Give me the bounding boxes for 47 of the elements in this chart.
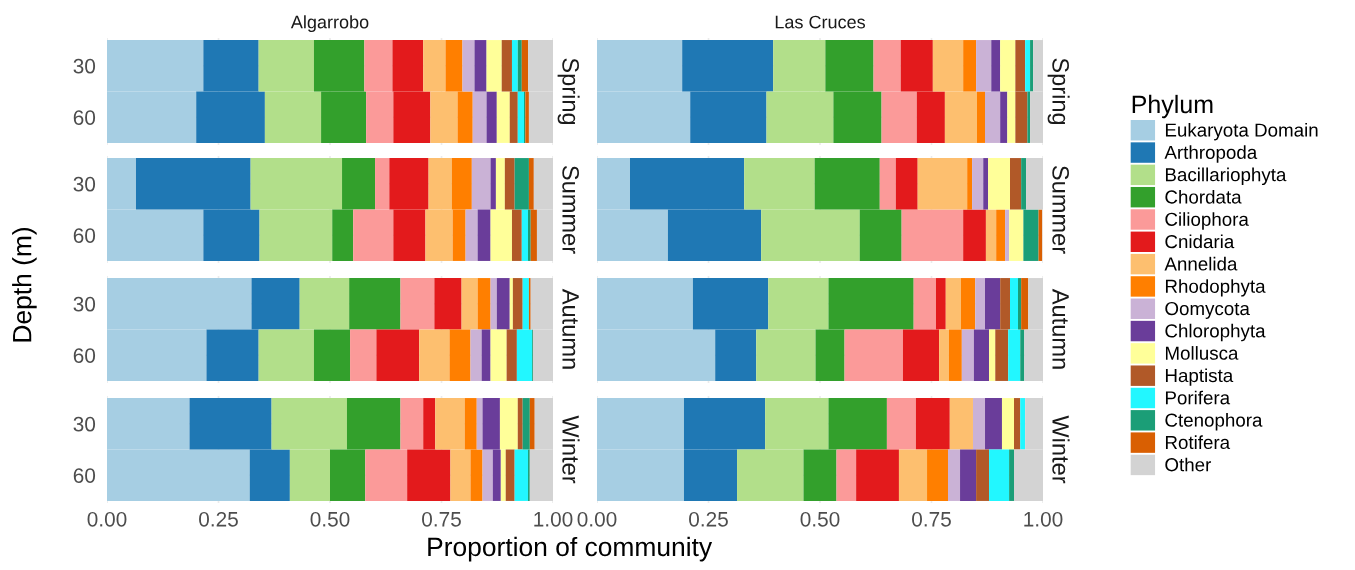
text: Summer <box>1052 165 1069 254</box>
x-tick-label: 0.00 <box>87 511 127 527</box>
legend-label: Chordata <box>1165 189 1242 204</box>
legend-label: Porifera <box>1165 390 1231 405</box>
text: Spring <box>1047 58 1070 125</box>
x-tick-label: 0.25 <box>199 511 238 527</box>
x-tick-label: 0.75 <box>422 511 461 527</box>
x-tick-label: 0.25 <box>689 511 728 527</box>
legend-label: Eukaryota Domain <box>1165 122 1318 141</box>
text: Winter <box>562 415 580 484</box>
text: Summer <box>562 165 579 254</box>
chart-title: Algarrobo <box>290 15 369 33</box>
x-tick-label: 1.00 <box>1024 511 1063 527</box>
y-tick-label: 60 <box>73 228 96 243</box>
y-axis-title: Depth (m) <box>12 227 37 342</box>
legend-label: Mollusca <box>1165 346 1239 360</box>
x-tick-label: 0.50 <box>800 511 840 527</box>
y-tick-label: 60 <box>73 110 96 125</box>
legend-label: Haptista <box>1165 368 1234 386</box>
y-tick-label: 60 <box>73 348 96 363</box>
text: Winter <box>1052 415 1070 484</box>
legend-label: Arthropoda <box>1164 145 1258 163</box>
text: Spring <box>557 58 580 125</box>
x-tick-label: 0.00 <box>577 511 617 527</box>
legend-label: Rotifera <box>1165 435 1231 450</box>
x-tick-label: 0.75 <box>912 511 951 527</box>
chart-title: Las Cruces <box>775 15 866 29</box>
y-tick-label: 30 <box>73 176 96 192</box>
legend-label: Chlorophyta <box>1165 323 1266 342</box>
x-tick-label: 0.50 <box>310 511 350 527</box>
text: Autumn <box>562 288 579 369</box>
legend-label: Annelida <box>1164 256 1238 271</box>
x-axis-title: Proportion of community <box>428 536 713 562</box>
legend-label: Rhodophyta <box>1165 279 1266 297</box>
y-tick-label: 60 <box>73 468 96 483</box>
legend-label: Bacillariophyta <box>1165 167 1287 186</box>
legend-label: Cnidaria <box>1165 234 1235 249</box>
legend-label: Ciliophora <box>1165 212 1249 230</box>
y-tick-label: 30 <box>73 58 96 74</box>
y-tick-label: 30 <box>73 296 96 312</box>
legend-label: Ctenophora <box>1165 413 1263 431</box>
legend-label: Oomycota <box>1165 301 1250 319</box>
y-tick-label: 30 <box>73 416 96 432</box>
x-tick-label: 1.00 <box>534 511 573 527</box>
text: Autumn <box>1052 288 1069 369</box>
legend-label: Other <box>1165 457 1212 472</box>
legend-title: Phylum <box>1132 94 1213 119</box>
